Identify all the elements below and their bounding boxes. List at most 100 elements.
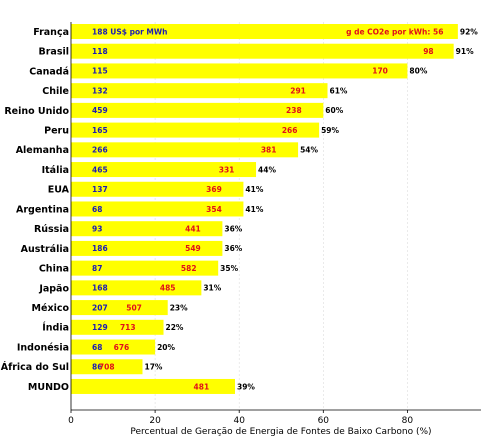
category-label: China bbox=[39, 264, 69, 275]
percent-label: 91% bbox=[456, 47, 474, 56]
co2-label: 549 bbox=[185, 244, 201, 253]
bar bbox=[71, 181, 244, 197]
co2-label: 708 bbox=[99, 363, 115, 372]
percent-label: 36% bbox=[224, 244, 242, 253]
bar bbox=[71, 201, 244, 217]
bar bbox=[71, 122, 320, 138]
price-label: 207 bbox=[92, 303, 108, 312]
percent-label: 23% bbox=[170, 303, 188, 312]
price-label: 266 bbox=[92, 146, 108, 155]
price-label: 118 bbox=[92, 47, 108, 56]
price-label: 168 bbox=[92, 284, 108, 293]
price-label: 115 bbox=[92, 67, 108, 76]
bar bbox=[71, 240, 223, 256]
x-tick-label: 20 bbox=[149, 416, 161, 426]
co2-label: 507 bbox=[126, 303, 142, 312]
co2-label: 582 bbox=[181, 264, 197, 273]
price-label: 68 bbox=[92, 205, 102, 214]
bar bbox=[71, 142, 299, 158]
bar bbox=[71, 359, 143, 375]
price-label: 87 bbox=[92, 264, 102, 273]
percent-label: 80% bbox=[409, 67, 427, 76]
percent-label: 44% bbox=[258, 165, 276, 174]
price-label: 465 bbox=[92, 165, 108, 174]
co2-label: 354 bbox=[206, 205, 222, 214]
bar bbox=[71, 83, 328, 99]
category-label: Japão bbox=[38, 283, 69, 294]
percent-label: 54% bbox=[300, 146, 318, 155]
price-label: 459 bbox=[92, 106, 108, 115]
price-header: 188 US$ por MWh bbox=[92, 27, 167, 36]
x-axis-label: Percentual de Geração de Energia de Font… bbox=[130, 427, 431, 437]
bars bbox=[71, 24, 458, 394]
co2-label: 266 bbox=[282, 126, 298, 135]
bar bbox=[71, 162, 257, 178]
co2-header: g de CO2e por kWh: 56 bbox=[346, 27, 443, 36]
bar bbox=[71, 63, 408, 79]
co2-label: 381 bbox=[261, 146, 277, 155]
co2-label: 170 bbox=[372, 67, 388, 76]
bar bbox=[71, 43, 454, 59]
category-label: Rússia bbox=[34, 224, 69, 235]
percent-label: 35% bbox=[220, 264, 238, 273]
category-label: França bbox=[33, 27, 69, 38]
co2-label: 291 bbox=[290, 86, 306, 95]
percent-label: 41% bbox=[245, 185, 263, 194]
x-tick-label: 40 bbox=[233, 416, 245, 426]
percent-label: 31% bbox=[203, 284, 221, 293]
bar bbox=[71, 339, 156, 355]
percent-label: 36% bbox=[224, 225, 242, 234]
x-tick-label: 80 bbox=[402, 416, 414, 426]
percent-label: 17% bbox=[144, 363, 162, 372]
percent-label: 60% bbox=[325, 106, 343, 115]
category-label: Argentina bbox=[16, 204, 69, 215]
co2-label: 331 bbox=[219, 165, 235, 174]
percent-label: 20% bbox=[157, 343, 175, 352]
category-label: MUNDO bbox=[28, 382, 69, 393]
price-label: 137 bbox=[92, 185, 108, 194]
category-label: Reino Unido bbox=[4, 106, 69, 117]
x-tick-label: 0 bbox=[68, 416, 74, 426]
category-label: Peru bbox=[44, 126, 69, 137]
co2-label: 441 bbox=[185, 225, 201, 234]
price-label: 86 bbox=[92, 363, 102, 372]
x-tick-label: 60 bbox=[318, 416, 330, 426]
bar-labels: França 92% Brasil 91% 118 98 Canadá 80% 115 170 Ch… bbox=[1, 27, 479, 393]
bar bbox=[71, 378, 235, 394]
co2-label: 485 bbox=[160, 284, 176, 293]
percent-label: 59% bbox=[321, 126, 339, 135]
category-label: Chile bbox=[42, 86, 69, 97]
percent-label: 61% bbox=[330, 86, 348, 95]
percent-label: 22% bbox=[166, 323, 184, 332]
category-label: Austrália bbox=[21, 244, 69, 255]
axes: 0 20 40 60 80 bbox=[68, 22, 481, 426]
category-label: Canadá bbox=[29, 66, 69, 77]
co2-label: 238 bbox=[286, 106, 302, 115]
co2-label: 713 bbox=[120, 323, 136, 332]
category-label: Indonésia bbox=[17, 342, 69, 353]
category-label: Brasil bbox=[38, 47, 69, 58]
category-label: Alemanha bbox=[16, 145, 69, 156]
category-label: Índia bbox=[42, 322, 69, 334]
price-label: 68 bbox=[92, 343, 102, 352]
co2-label: 481 bbox=[194, 382, 210, 391]
price-label: 165 bbox=[92, 126, 108, 135]
bar bbox=[71, 102, 324, 118]
price-label: 132 bbox=[92, 86, 108, 95]
co2-label: 676 bbox=[114, 343, 130, 352]
price-label: 186 bbox=[92, 244, 108, 253]
co2-label: 98 bbox=[423, 47, 433, 56]
percent-label: 92% bbox=[460, 27, 478, 36]
bar bbox=[71, 221, 223, 237]
bar bbox=[71, 319, 164, 335]
co2-label: 369 bbox=[206, 185, 222, 194]
price-label: 129 bbox=[92, 323, 108, 332]
category-label: África do Sul bbox=[1, 361, 69, 373]
percent-label: 41% bbox=[245, 205, 263, 214]
percent-label: 39% bbox=[237, 382, 255, 391]
category-label: EUA bbox=[48, 185, 70, 196]
bar bbox=[71, 280, 202, 296]
bar bbox=[71, 24, 458, 39]
bar bbox=[71, 260, 219, 276]
